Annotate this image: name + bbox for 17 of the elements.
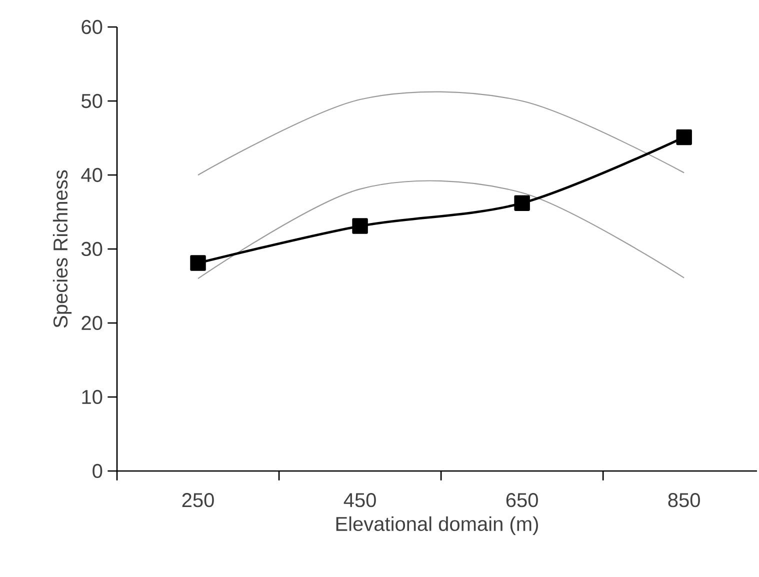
y-tick-label: 10 [82,390,102,404]
point [514,195,530,211]
point [190,255,206,271]
x-tick-label: 450 [344,493,376,508]
x-tick-label: 650 [506,493,538,508]
y-tick-label: 0 [92,464,102,478]
y-tick-label: 30 [81,242,102,256]
x-tick-label: 850 [668,493,700,508]
x-axis-title: Elevational domain (m) [336,516,538,535]
y-tick-label: 20 [82,316,102,330]
y-tick-label: 40 [81,168,102,182]
point [352,218,368,234]
y-tick-label: 50 [82,94,102,108]
y-tick-label: 60 [82,20,102,34]
y-axis-title: Species Richness [52,170,72,328]
x-tick-label: 250 [182,493,214,508]
point [676,129,692,146]
